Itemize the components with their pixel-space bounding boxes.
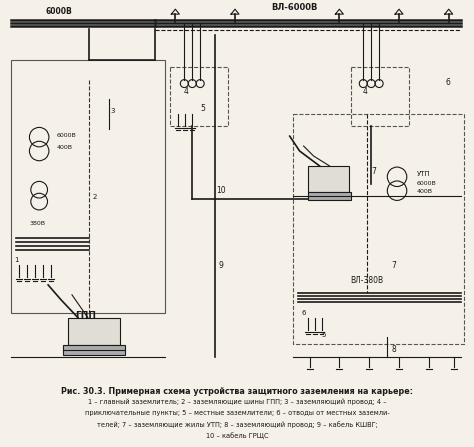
Text: 10: 10 bbox=[216, 186, 226, 195]
Text: 10 – кабель ГРЩС: 10 – кабель ГРЩС bbox=[206, 432, 268, 439]
Text: телей; 7 – заземляющие жилы УТП; 8 – заземляющий провод; 9 – кабель КШВГ;: телей; 7 – заземляющие жилы УТП; 8 – заз… bbox=[97, 421, 377, 428]
Text: ВЛ-380В: ВЛ-380В bbox=[351, 276, 384, 285]
Bar bbox=[308, 192, 351, 200]
Text: 9: 9 bbox=[218, 261, 223, 270]
Text: ГПП: ГПП bbox=[75, 311, 96, 320]
Text: 7: 7 bbox=[371, 167, 376, 176]
Text: 4: 4 bbox=[362, 88, 367, 97]
Text: 400В: 400В bbox=[57, 145, 73, 150]
Bar bbox=[63, 346, 125, 355]
Text: 6: 6 bbox=[446, 78, 451, 87]
Text: 6000В: 6000В bbox=[57, 133, 77, 138]
Text: 5: 5 bbox=[200, 104, 205, 114]
Text: Рис. 30.3. Примерная схема устройства защитного заземления на карьере:: Рис. 30.3. Примерная схема устройства за… bbox=[61, 387, 413, 396]
Text: ВЛ-6000В: ВЛ-6000В bbox=[272, 3, 318, 12]
Text: 2: 2 bbox=[93, 194, 97, 200]
Text: 8: 8 bbox=[391, 346, 396, 354]
Text: 6000В: 6000В bbox=[46, 7, 73, 16]
Bar bbox=[11, 60, 165, 313]
Bar bbox=[351, 67, 409, 126]
Text: УТП: УТП bbox=[417, 171, 431, 177]
Bar bbox=[308, 166, 349, 192]
Text: 3: 3 bbox=[111, 108, 115, 114]
Text: 7: 7 bbox=[391, 261, 396, 270]
Text: 380В: 380В bbox=[29, 221, 45, 227]
Text: 6000В: 6000В bbox=[417, 181, 437, 186]
Bar bbox=[170, 67, 228, 126]
Text: 5: 5 bbox=[321, 333, 326, 338]
Bar bbox=[292, 114, 464, 345]
Text: 1: 1 bbox=[14, 257, 19, 263]
Text: 400В: 400В bbox=[417, 189, 433, 194]
Bar bbox=[68, 318, 120, 346]
Text: 1 – главный заземлитель; 2 – заземляющие шины ГПП; 3 – заземляющий провод; 4 –: 1 – главный заземлитель; 2 – заземляющие… bbox=[88, 399, 386, 405]
Text: приключательные пункты; 5 – местные заземлители; 6 – отводы от местных заземли-: приключательные пункты; 5 – местные зазе… bbox=[85, 410, 389, 416]
Text: 6: 6 bbox=[301, 310, 306, 316]
Text: 4: 4 bbox=[183, 88, 188, 97]
